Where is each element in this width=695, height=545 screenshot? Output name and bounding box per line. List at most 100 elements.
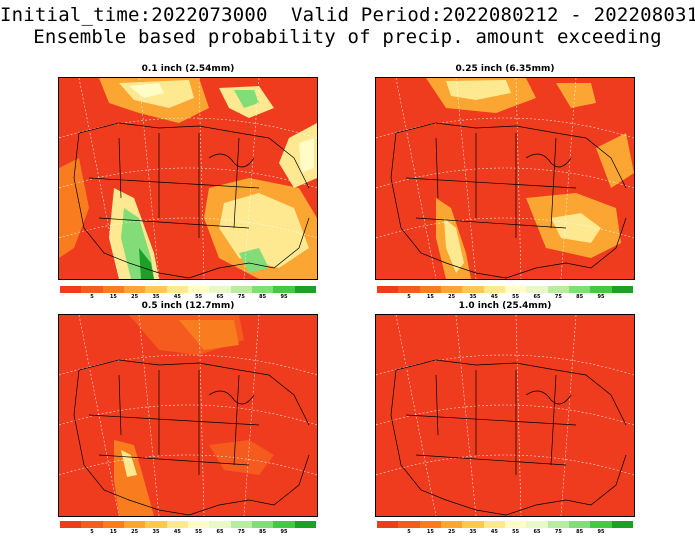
colorbar-swatch [60, 286, 82, 293]
colorbar-swatch [209, 286, 231, 293]
colorbar-swatch [273, 521, 295, 528]
colorbar-swatch [462, 521, 484, 528]
colorbar-label: 5 [407, 294, 411, 300]
colorbar-label: 15 [109, 529, 117, 535]
colorbar-swatch [251, 521, 274, 528]
colorbar-label: 15 [426, 294, 434, 300]
colorbar-swatch [145, 521, 167, 528]
colorbar-swatch [440, 521, 463, 528]
colorbar-swatch [60, 521, 82, 528]
colorbar-swatch [230, 521, 252, 528]
colorbar-swatch [251, 286, 274, 293]
colorbar-swatch [166, 521, 188, 528]
colorbar-labels: 5 15 25 35 45 55 65 75 85 95 [60, 294, 316, 302]
colorbar-swatch [611, 286, 633, 293]
colorbar-labels: 5 15 25 35 45 55 65 75 85 95 [377, 529, 633, 537]
colorbar-label: 5 [90, 529, 94, 535]
colorbar-swatch [547, 286, 569, 293]
colorbar-label: 75 [554, 529, 562, 535]
colorbar-swatch [123, 521, 146, 528]
colorbar-label: 55 [195, 294, 203, 300]
colorbar-label: 75 [237, 529, 245, 535]
colorbar-label: 35 [469, 529, 477, 535]
map-canvas [376, 78, 634, 279]
colorbar-label: 65 [533, 529, 541, 535]
colorbar-label: 15 [426, 529, 434, 535]
colorbar-label: 45 [490, 529, 498, 535]
colorbar-label: 25 [448, 529, 456, 535]
colorbar-label: 75 [237, 294, 245, 300]
colorbar-swatch [504, 286, 527, 293]
colorbar-swatch [81, 521, 103, 528]
title-line-2: Ensemble based probability of precip. am… [33, 26, 662, 48]
colorbar-swatch [187, 521, 210, 528]
colorbar-label: 95 [597, 529, 605, 535]
colorbar-swatch [123, 286, 146, 293]
colorbar-label: 45 [173, 294, 181, 300]
colorbar-label: 5 [407, 529, 411, 535]
colorbar-label: 5 [90, 294, 94, 300]
colorbar-label: 55 [512, 529, 520, 535]
colorbar-swatch [187, 286, 210, 293]
colorbar-label: 95 [280, 529, 288, 535]
colorbar-label: 45 [173, 529, 181, 535]
colorbar-swatch [419, 521, 441, 528]
colorbar-label: 35 [152, 294, 160, 300]
colorbar-labels: 5 15 25 35 45 55 65 75 85 95 [60, 529, 316, 537]
colorbar-label: 75 [554, 294, 562, 300]
colorbar-label: 25 [131, 294, 139, 300]
colorbar-swatch [398, 521, 420, 528]
colorbar-label: 35 [469, 294, 477, 300]
colorbar [377, 521, 633, 528]
colorbar-swatch [526, 521, 548, 528]
colorbar-swatch [294, 286, 316, 293]
colorbar-label: 95 [280, 294, 288, 300]
panel-title: 0.1 inch (2.54mm) [141, 64, 235, 74]
colorbar-label: 65 [216, 529, 224, 535]
colorbar-label: 45 [490, 294, 498, 300]
colorbar-swatch [547, 521, 569, 528]
colorbar-label: 25 [448, 294, 456, 300]
colorbar-swatch [102, 286, 124, 293]
colorbar-label: 15 [109, 294, 117, 300]
map-canvas [59, 78, 317, 279]
panel-title: 0.5 inch (12.7mm) [141, 301, 235, 311]
colorbar-swatch [526, 286, 548, 293]
colorbar-label: 85 [259, 529, 267, 535]
colorbar-label: 95 [597, 294, 605, 300]
colorbar-label: 85 [576, 529, 584, 535]
map-canvas [59, 315, 317, 516]
colorbar-swatch [273, 286, 295, 293]
colorbar-label: 85 [576, 294, 584, 300]
probability-map [375, 314, 635, 517]
colorbar-swatch [102, 521, 124, 528]
colorbar-swatch [377, 521, 399, 528]
colorbar-swatch [81, 286, 103, 293]
colorbar-swatch [398, 286, 420, 293]
colorbar-swatch [611, 521, 633, 528]
colorbar-label: 85 [259, 294, 267, 300]
colorbar [60, 286, 316, 293]
colorbar-label: 65 [216, 294, 224, 300]
colorbar-swatch [568, 286, 591, 293]
colorbar-swatch [483, 286, 505, 293]
map-canvas [376, 315, 634, 516]
colorbar-label: 55 [512, 294, 520, 300]
colorbar-swatch [230, 286, 252, 293]
probability-map [58, 314, 318, 517]
colorbar-swatch [590, 286, 612, 293]
colorbar [377, 286, 633, 293]
colorbar-label: 65 [533, 294, 541, 300]
colorbar-label: 55 [195, 529, 203, 535]
colorbar-label: 25 [131, 529, 139, 535]
colorbar-swatch [377, 286, 399, 293]
colorbar-labels: 5 15 25 35 45 55 65 75 85 95 [377, 294, 633, 302]
colorbar [60, 521, 316, 528]
panel-title: 1.0 inch (25.4mm) [458, 301, 552, 311]
colorbar-swatch [462, 286, 484, 293]
colorbar-swatch [166, 286, 188, 293]
colorbar-swatch [294, 521, 316, 528]
panel-title: 0.25 inch (6.35mm) [455, 64, 555, 74]
title-line-1: Initial_time:2022073000 Valid Period:202… [0, 4, 695, 26]
colorbar-swatch [440, 286, 463, 293]
